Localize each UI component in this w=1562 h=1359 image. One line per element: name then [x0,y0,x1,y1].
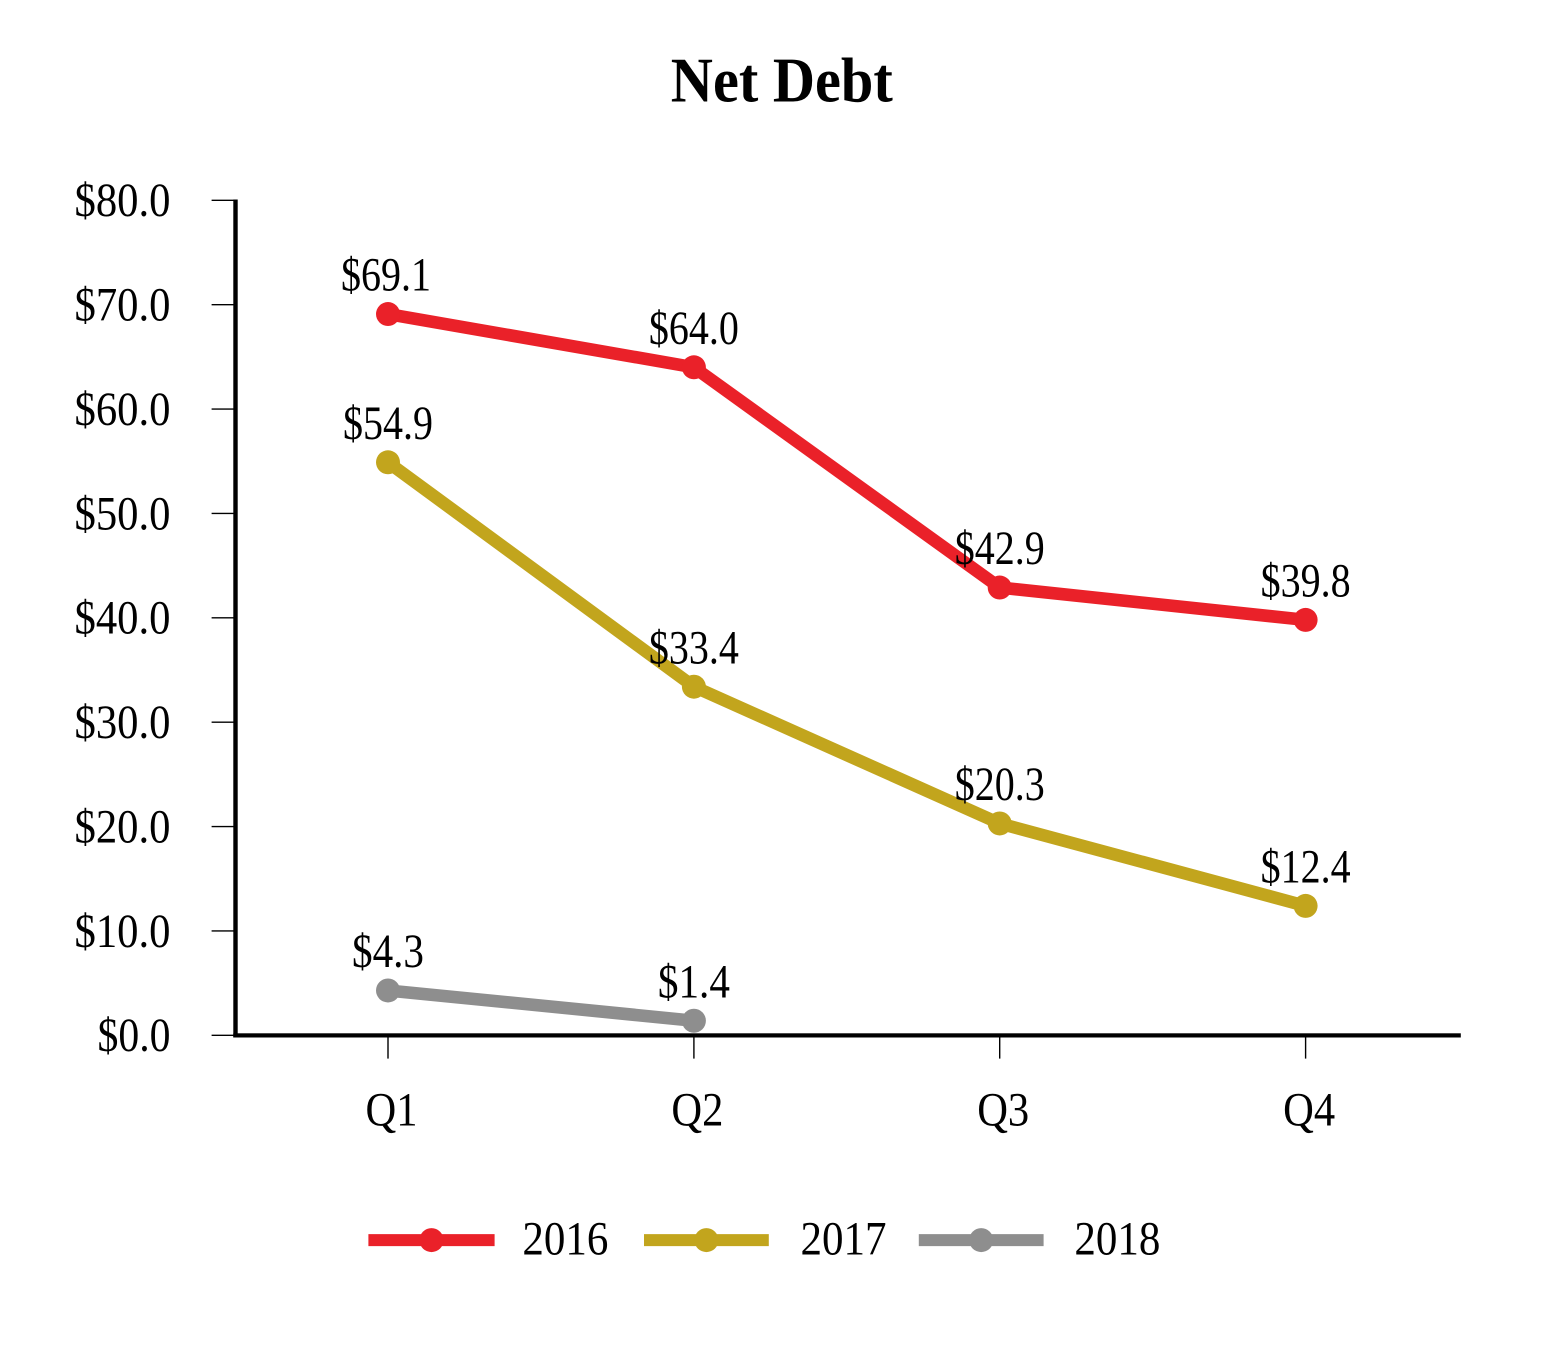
svg-text:$20.0: $20.0 [75,801,171,854]
svg-text:2017: 2017 [801,1213,887,1266]
svg-text:$4.3: $4.3 [352,925,424,978]
svg-text:$39.8: $39.8 [1261,555,1351,608]
svg-text:2018: 2018 [1074,1213,1160,1266]
svg-text:$12.4: $12.4 [1261,841,1351,894]
svg-text:$33.4: $33.4 [649,621,739,674]
svg-text:Q1: Q1 [366,1083,418,1136]
svg-text:Q2: Q2 [671,1083,723,1136]
svg-text:$0.0: $0.0 [98,1009,171,1062]
svg-text:$80.0: $80.0 [75,174,171,227]
svg-text:$50.0: $50.0 [75,487,171,540]
svg-text:$1.4: $1.4 [658,955,730,1008]
svg-text:$10.0: $10.0 [75,905,171,958]
svg-text:2016: 2016 [522,1213,608,1266]
svg-text:$30.0: $30.0 [75,696,171,749]
svg-text:$70.0: $70.0 [75,279,171,332]
svg-text:$20.3: $20.3 [955,758,1045,811]
svg-text:$69.1: $69.1 [341,249,431,302]
svg-text:$60.0: $60.0 [75,383,171,436]
svg-text:$42.9: $42.9 [955,522,1045,575]
svg-text:$40.0: $40.0 [75,592,171,645]
svg-text:$54.9: $54.9 [343,397,433,450]
svg-text:Q3: Q3 [977,1083,1029,1136]
svg-text:$64.0: $64.0 [649,302,739,355]
svg-text:Net Debt: Net Debt [671,45,894,116]
svg-text:Q4: Q4 [1283,1083,1335,1136]
